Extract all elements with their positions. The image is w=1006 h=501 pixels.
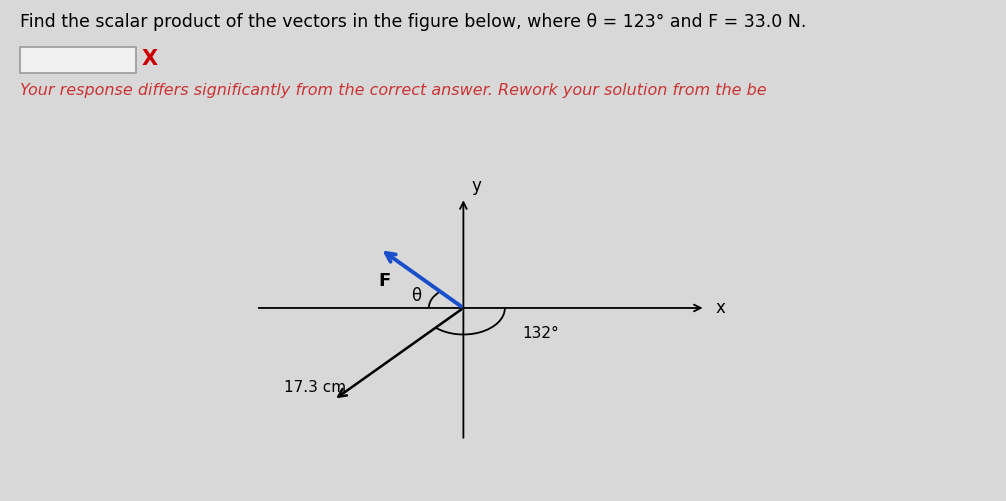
Text: θ: θ	[410, 287, 421, 305]
FancyBboxPatch shape	[20, 47, 136, 73]
Text: X: X	[142, 49, 158, 69]
Text: 132°: 132°	[522, 326, 559, 341]
Text: y: y	[472, 177, 482, 195]
Text: Find the scalar product of the vectors in the figure below, where θ = 123° and F: Find the scalar product of the vectors i…	[20, 13, 807, 31]
Text: x: x	[716, 299, 725, 317]
Text: F: F	[378, 272, 390, 290]
Text: Your response differs significantly from the correct answer. Rework your solutio: Your response differs significantly from…	[20, 83, 767, 98]
Text: 17.3 cm: 17.3 cm	[285, 380, 346, 394]
